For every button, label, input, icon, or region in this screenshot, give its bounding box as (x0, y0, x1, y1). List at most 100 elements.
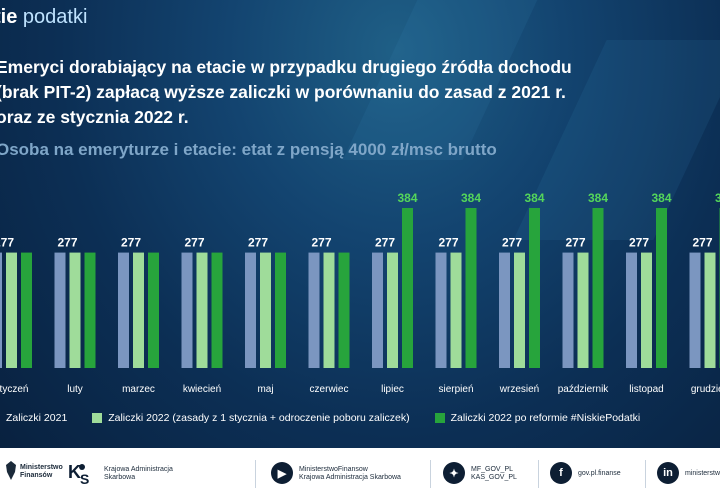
bar-1-marzec (118, 252, 129, 368)
bar-2-sierpień (450, 252, 462, 368)
facebook-icon[interactable]: f (550, 462, 572, 484)
twitter-icon[interactable]: ✦ (443, 462, 465, 484)
twitter-handle[interactable]: MF_GOV_PL KAS_GOV_PL (471, 466, 517, 481)
data-label: 277 (57, 236, 77, 250)
chart-legend: Zaliczki 2021 Zaliczki 2022 (zasady z 1 … (0, 412, 662, 432)
bar-3-lipiec (402, 208, 413, 368)
bar-1-lipiec (372, 252, 383, 368)
bar-2-maj (260, 252, 271, 368)
facebook-handle[interactable]: gov.pl.finanse (578, 470, 621, 477)
x-tick-label: listopad (629, 384, 663, 395)
x-tick-label: wrzesień (499, 384, 539, 395)
divider (645, 460, 646, 488)
x-tick-label: marzec (122, 384, 155, 395)
data-label: 277 (629, 236, 649, 250)
chart-subtitle: Osoba na emeryturze i etacie: etat z pen… (0, 140, 497, 159)
divider (430, 460, 431, 488)
title-line-1: Emeryci dorabiający na etacie w przypadk… (0, 57, 572, 77)
bar-2-czerwiec (323, 252, 335, 368)
data-label: 277 (502, 236, 522, 250)
bar-2-lipiec (387, 252, 398, 368)
x-tick-label: sierpień (438, 384, 473, 395)
x-tick-label: październik (558, 384, 610, 395)
bar-2-listopad (641, 252, 652, 368)
bar-1-maj (245, 252, 256, 368)
x-tick-label: luty (67, 384, 83, 395)
data-label: 277 (311, 236, 331, 250)
data-label: 277 (375, 236, 395, 250)
linkedin-handle[interactable]: ministerstwo-finansow (685, 470, 720, 477)
bar-3-sierpień (465, 208, 477, 368)
bar-1-grudzień (689, 252, 701, 368)
legend-item-reform: Zaliczki 2022 po reformie #NiskiePodatki (434, 412, 641, 424)
bar-3-wrzesień (529, 208, 540, 368)
x-tick-label: lipiec (381, 384, 404, 395)
data-label: 277 (0, 236, 14, 250)
data-label: 277 (248, 236, 268, 250)
linkedin-icon[interactable]: in (657, 462, 679, 484)
bar-1-listopad (626, 252, 637, 368)
legend-item-2022: Zaliczki 2022 (zasady z 1 stycznia + odr… (92, 412, 410, 424)
data-label: 277 (692, 236, 712, 250)
brand-bold: tie (0, 6, 18, 28)
eagle-emblem-icon (6, 461, 16, 480)
bar-3-styczeń (21, 252, 32, 368)
x-tick-label: maj (257, 384, 273, 395)
bar-1-sierpień (435, 252, 447, 368)
bar-2-luty (69, 252, 81, 368)
bar-2-październik (577, 252, 589, 368)
legend-label-reform: Zaliczki 2022 po reformie #NiskiePodatki (450, 412, 641, 424)
bar-3-listopad (656, 208, 667, 368)
ministry-name: Ministerstwo Finansów (20, 464, 63, 479)
svg-text:S: S (80, 471, 89, 487)
data-label-reform: 384 (524, 191, 544, 205)
title-line-3: oraz ze stycznia 2022 r. (0, 107, 189, 127)
bar-3-kwiecień (211, 252, 223, 368)
youtube-icon[interactable]: ▶ (271, 462, 293, 484)
bar-3-marzec (148, 252, 159, 368)
svg-text:K: K (68, 462, 81, 482)
data-label: 277 (438, 236, 458, 250)
bar-2-grudzień (704, 252, 716, 368)
data-label-reform: 384 (397, 191, 417, 205)
divider (255, 460, 256, 488)
bar-1-październik (562, 252, 574, 368)
bar-3-październik (592, 208, 604, 368)
bar-3-maj (275, 252, 286, 368)
bar-1-luty (54, 252, 66, 368)
data-label: 277 (184, 236, 204, 250)
data-label-reform: 384 (588, 191, 608, 205)
bar-1-wrzesień (499, 252, 510, 368)
bar-3-luty (84, 252, 96, 368)
legend-swatch-reform (434, 413, 445, 423)
data-label: 277 (121, 236, 141, 250)
kas-logo-icon: K S (68, 462, 89, 487)
x-tick-label: styczeń (0, 384, 28, 395)
legend-item-2021: Zaliczki 2021 (0, 412, 67, 424)
bar-1-czerwiec (308, 252, 320, 368)
brand-thin: podatki (22, 6, 88, 28)
title-line-2: (brak PIT-2) zapłacą wyższe zaliczki w p… (0, 82, 566, 102)
x-tick-label: kwiecień (183, 384, 221, 395)
bar-2-wrzesień (514, 252, 525, 368)
kas-name: Krajowa Administracja Skarbowa (104, 466, 173, 481)
bar-3-czerwiec (338, 252, 350, 368)
divider (538, 460, 539, 488)
data-label-reform: 384 (461, 191, 481, 205)
page-title: Emeryci dorabiający na etacie w przypadk… (0, 55, 720, 130)
data-label-reform: 384 (715, 191, 720, 205)
bar-2-styczeń (6, 252, 17, 368)
data-label-reform: 384 (651, 191, 671, 205)
bar-chart: 277 styczeń 277 luty 277 marzec 277 kwiecień 277… (0, 191, 720, 395)
bar-1-styczeń (0, 252, 2, 368)
footer-bar: Ministerstwo Finansów K S Krajowa Admini… (0, 448, 720, 500)
brand-logo: tie podatki (0, 6, 87, 29)
youtube-handle[interactable]: MinisterstwoFinansow Krajowa Administrac… (299, 466, 401, 481)
bar-2-kwiecień (196, 252, 208, 368)
x-tick-label: grudzień (691, 384, 720, 395)
bar-2-marzec (133, 252, 144, 368)
data-label: 277 (565, 236, 585, 250)
legend-swatch-2022 (92, 413, 103, 423)
x-tick-label: czerwiec (310, 384, 349, 395)
